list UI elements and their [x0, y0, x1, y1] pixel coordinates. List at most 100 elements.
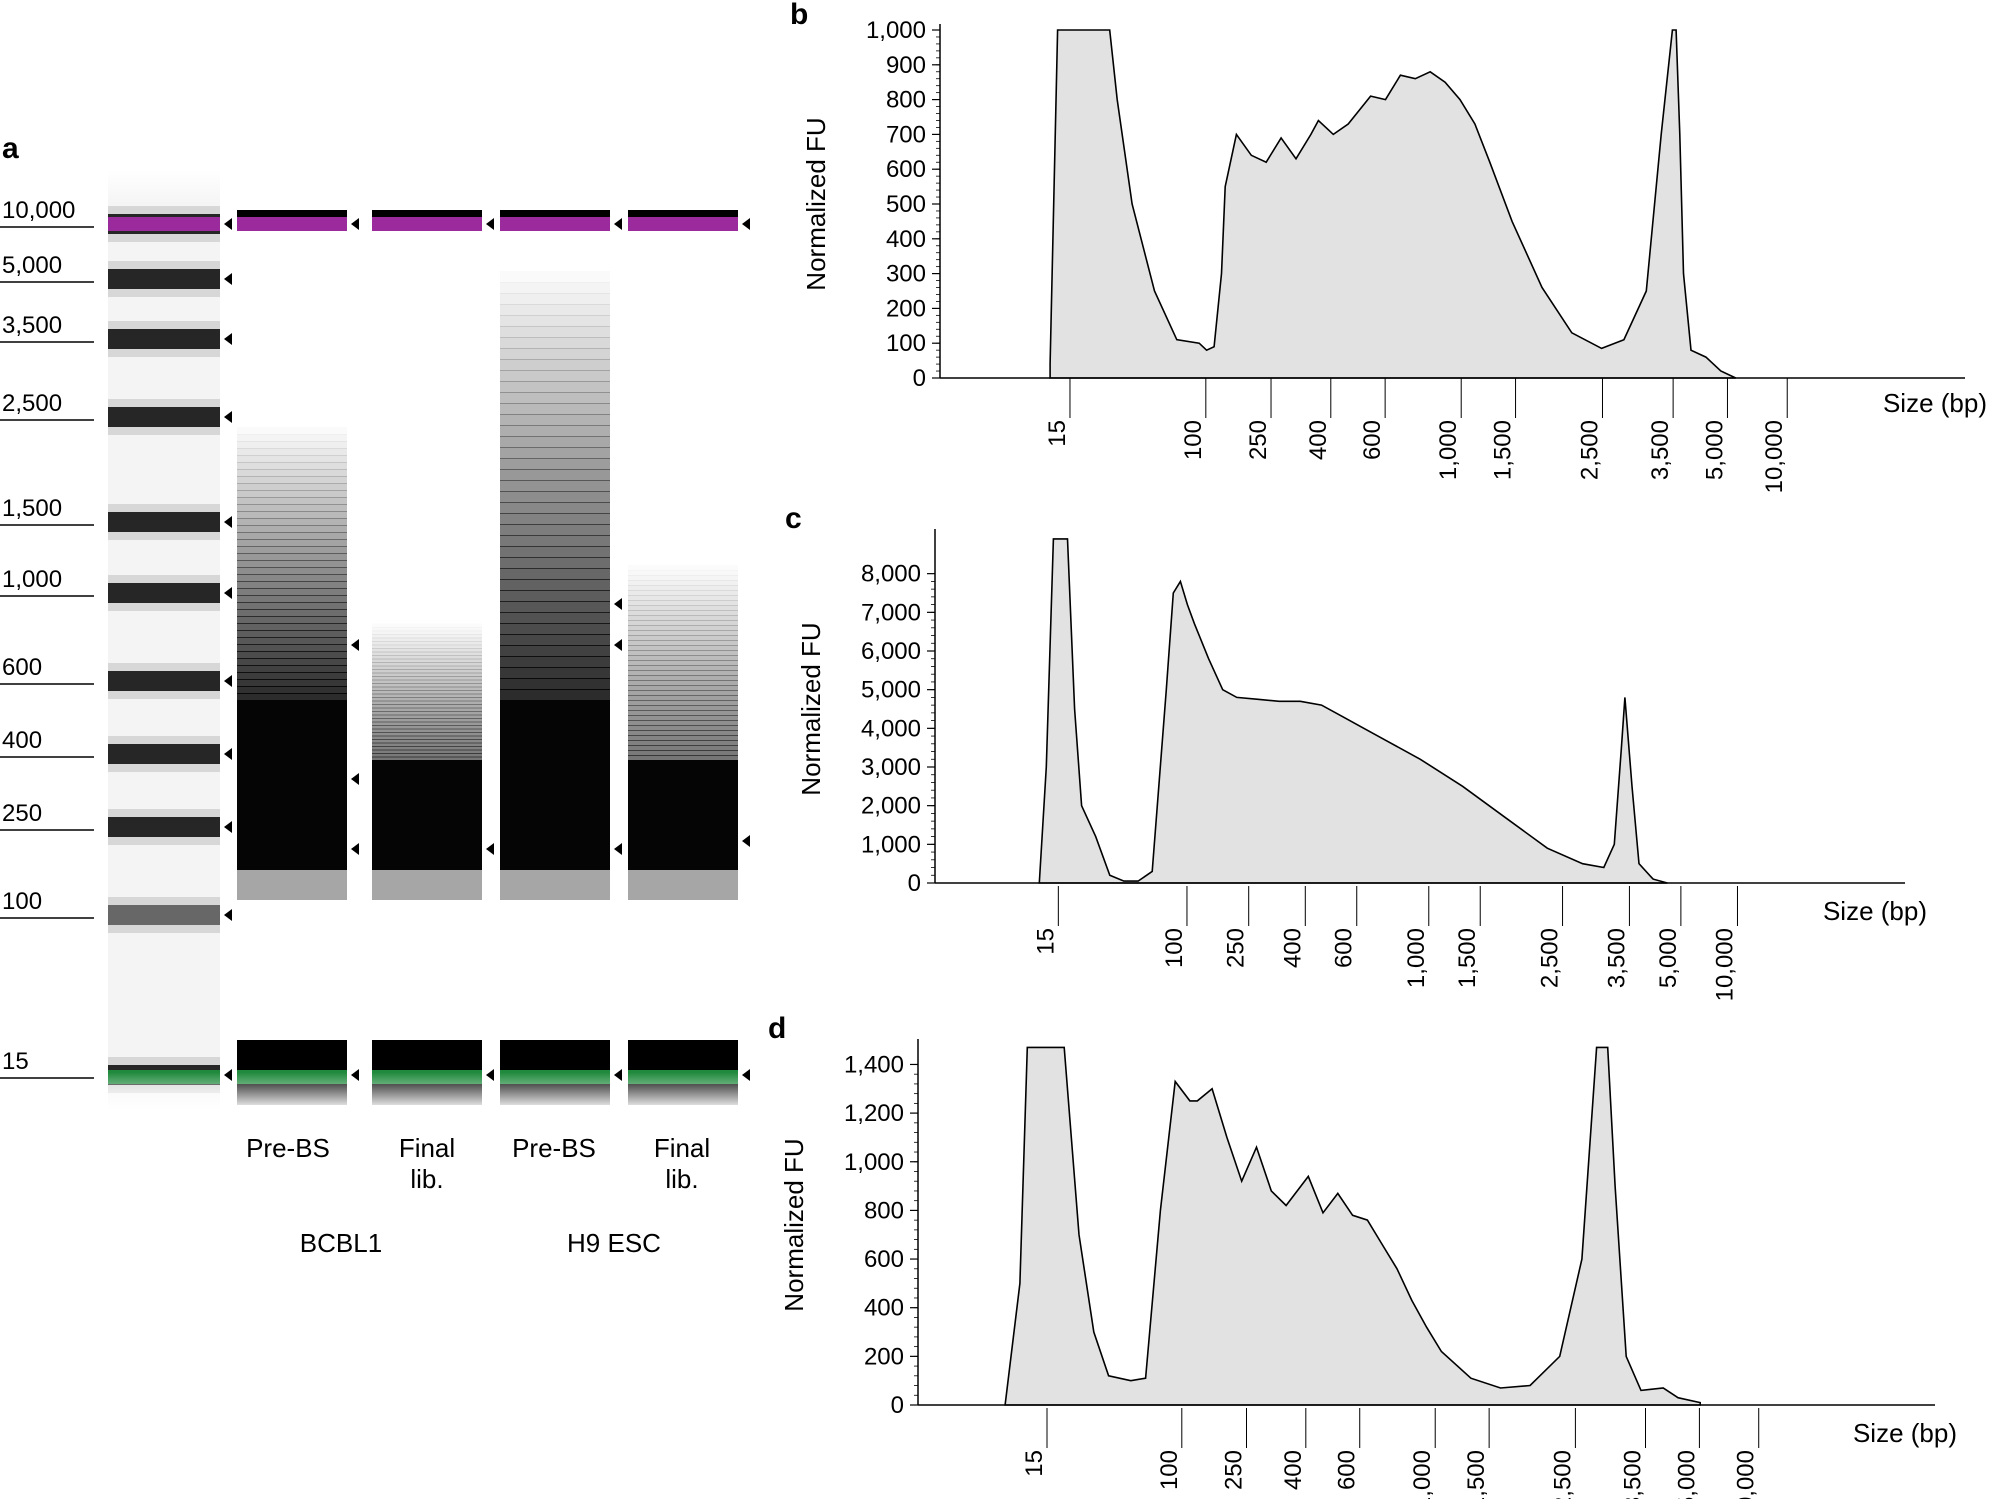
y-tick-label: 5,000 [861, 677, 921, 704]
y-tick-label: 800 [886, 87, 926, 114]
ladder-size-label: 2,500 [2, 390, 62, 417]
x-tick-label: 10,000 [1711, 928, 1738, 1001]
ladder-labels: 10,000 5,000 3,500 2,500 1,500 1,000 600 400 250… [0, 197, 94, 1079]
band-marker-arrow [224, 411, 232, 423]
gel-lane-0 [108, 170, 232, 1110]
band-marker-arrow [224, 333, 232, 345]
y-tick-label: 700 [886, 121, 926, 148]
ladder-size-label: 15 [2, 1048, 29, 1075]
ladder-size-label: 5,000 [2, 252, 62, 279]
band-marker-arrow [224, 821, 232, 833]
lane-label-3: Pre-BS [512, 1133, 596, 1163]
x-tick-label: 1,500 [1490, 420, 1517, 480]
lane-fade [237, 170, 347, 1110]
x-tick-label: 3,500 [1603, 928, 1630, 988]
y-tick-label: 200 [886, 295, 926, 322]
y-axis-label: Normalized FU [796, 622, 826, 795]
ladder-size-label: 250 [2, 800, 42, 827]
ladder-size-label: 3,500 [2, 312, 62, 339]
x-tick-label: 250 [1245, 420, 1272, 460]
lane-label-4-line2: lib. [665, 1164, 698, 1194]
y-tick-label: 7,000 [861, 599, 921, 626]
y-tick-label: 600 [886, 156, 926, 183]
panel-c-label: c [785, 502, 802, 535]
x-tick-label: 400 [1305, 420, 1332, 460]
x-tick-label: 1,500 [1454, 928, 1481, 988]
x-tick-label: 2,500 [1549, 1450, 1576, 1499]
panel-d-electropherogram: d 0 200 400 600 800 1,000 1,200 1,400 Normalized … [768, 1012, 1957, 1499]
x-tick-label: 3,500 [1619, 1450, 1646, 1499]
x-axis-label: Size (bp) [1823, 896, 1927, 926]
x-tick-label: 600 [1359, 420, 1386, 460]
band-marker-arrow [351, 218, 359, 230]
ladder-size-label: 10,000 [2, 197, 75, 224]
x-tick-label: 15 [1021, 1450, 1048, 1477]
y-tick-label: 1,200 [844, 1100, 904, 1127]
x-axis-label: Size (bp) [1883, 388, 1987, 418]
band-marker-arrow [351, 773, 359, 785]
band-marker-arrow [614, 1069, 622, 1081]
x-tick-label: 5,000 [1655, 928, 1682, 988]
lane-fade [500, 170, 610, 1110]
y-tick-label: 6,000 [861, 638, 921, 665]
band-marker-arrow [351, 639, 359, 651]
panel-b-electropherogram: b 0 100 200 300 400 500 600 700 800 900 1,000 Normal… [790, 0, 1987, 493]
lane-fade [372, 170, 482, 1110]
ladder-size-label: 1,500 [2, 495, 62, 522]
band-marker-arrow [224, 218, 232, 230]
band-marker-arrow [224, 516, 232, 528]
y-tick-label: 4,000 [861, 715, 921, 742]
electropherogram-trace-d [1004, 1046, 1701, 1406]
x-axis-label: Size (bp) [1853, 1418, 1957, 1448]
x-tick-label: 250 [1223, 928, 1250, 968]
lane-label-1: Pre-BS [246, 1133, 330, 1163]
band-marker-arrow [351, 843, 359, 855]
x-tick-label: 10,000 [1733, 1450, 1760, 1499]
electropherogram-trace-c [1038, 538, 1668, 884]
y-axis-label: Normalized FU [779, 1138, 809, 1311]
gel-lane-3 [500, 170, 622, 1110]
y-tick-label: 100 [886, 330, 926, 357]
x-tick-label: 100 [1180, 420, 1207, 460]
ladder-size-label: 1,000 [2, 566, 62, 593]
y-tick-label: 0 [908, 870, 921, 897]
ladder-size-label: 100 [2, 888, 42, 915]
x-tick-label: 5,000 [1701, 420, 1728, 480]
y-tick-label: 1,000 [844, 1149, 904, 1176]
x-tick-label: 2,500 [1576, 420, 1603, 480]
y-tick-label: 0 [891, 1392, 904, 1419]
y-tick-label: 600 [864, 1246, 904, 1273]
x-tick-label: 2,500 [1537, 928, 1564, 988]
y-tick-label: 0 [913, 365, 926, 392]
y-tick-label: 500 [886, 191, 926, 218]
x-tick-label: 400 [1279, 928, 1306, 968]
gel-lanes [108, 170, 750, 1110]
ladder-size-label: 400 [2, 727, 42, 754]
y-tick-label: 200 [864, 1343, 904, 1370]
band-marker-arrow [224, 909, 232, 921]
y-axis-label: Normalized FU [801, 117, 831, 290]
band-marker-arrow [486, 843, 494, 855]
x-tick-label: 250 [1221, 1450, 1248, 1490]
x-tick-label: 1,000 [1403, 928, 1430, 988]
x-tick-label: 1,500 [1463, 1450, 1490, 1499]
panel-a-gel-image: a 10,000 5,000 3,500 2,500 1,500 1,000 600 400 2… [0, 132, 750, 1258]
gel-lane-2 [372, 170, 494, 1110]
band-marker-arrow [614, 639, 622, 651]
x-tick-label: 400 [1280, 1450, 1307, 1490]
panel-b-label: b [790, 0, 808, 31]
band-marker-arrow [614, 218, 622, 230]
y-tick-label: 800 [864, 1197, 904, 1224]
band-marker-arrow [224, 748, 232, 760]
band-marker-arrow [224, 273, 232, 285]
x-tick-label: 3,500 [1647, 420, 1674, 480]
electropherogram-trace-b [1049, 29, 1737, 379]
panel-a-label: a [2, 132, 19, 165]
x-tick-label: 600 [1334, 1450, 1361, 1490]
y-tick-label: 300 [886, 261, 926, 288]
panel-d-label: d [768, 1012, 786, 1045]
y-tick-label: 8,000 [861, 561, 921, 588]
group-label-bcbl1: BCBL1 [300, 1228, 382, 1258]
band-marker-arrow [224, 587, 232, 599]
x-tick-label: 600 [1331, 928, 1358, 968]
